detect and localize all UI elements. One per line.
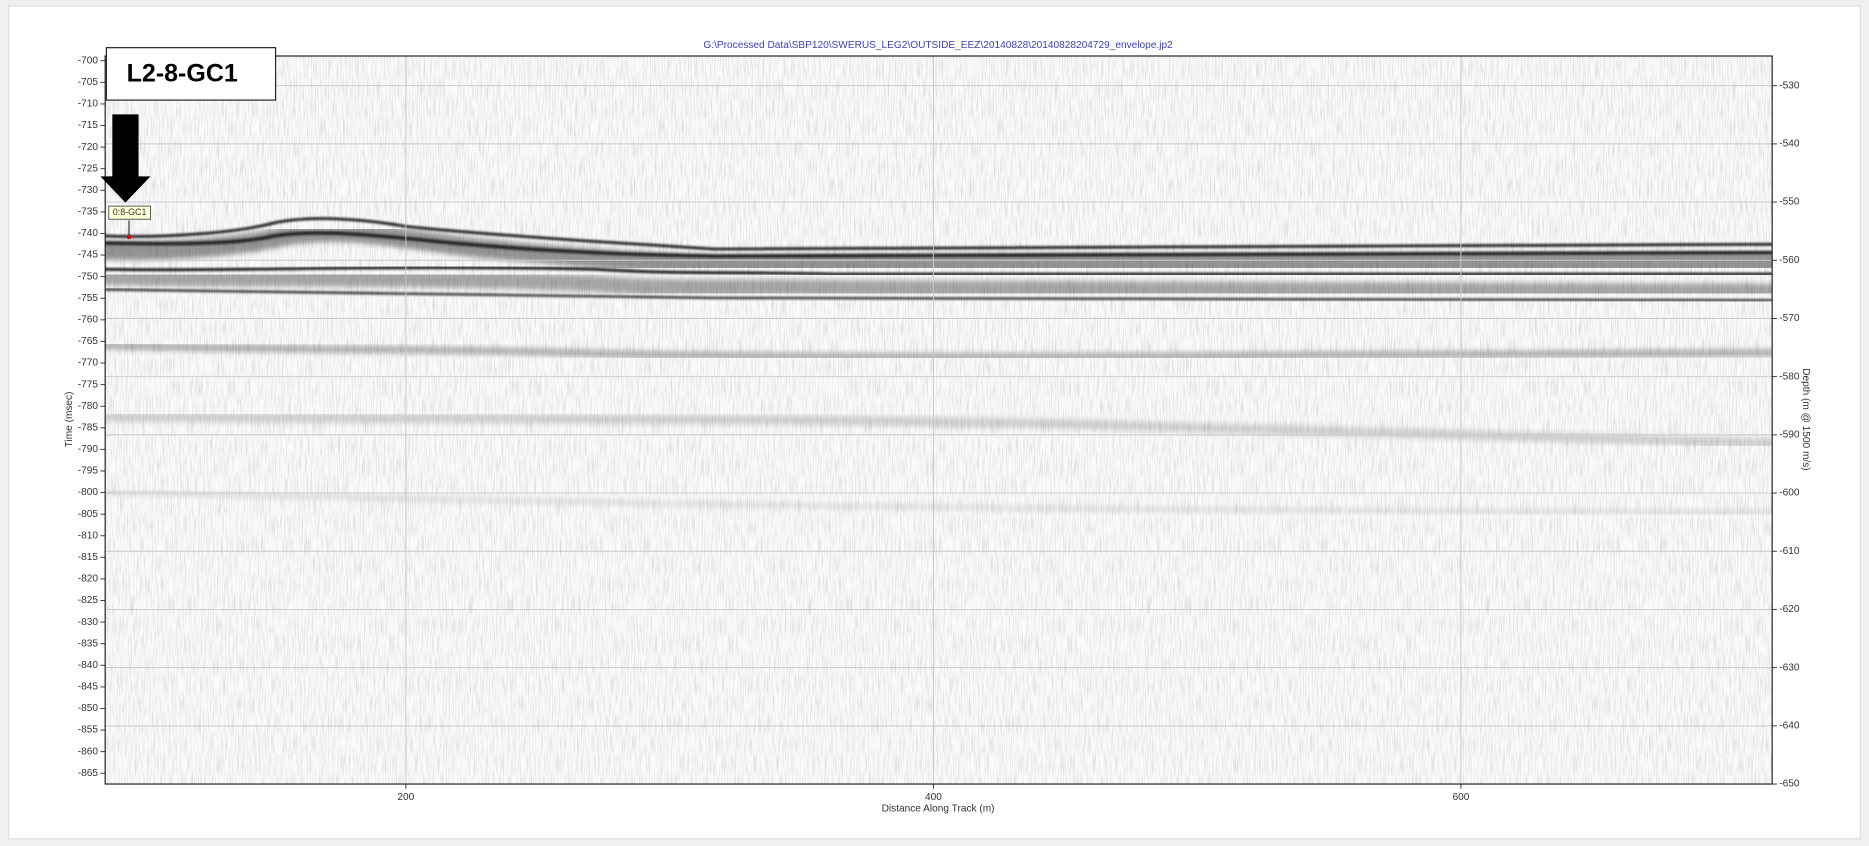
chart-title: G:\Processed Data\SBP120\SWERUS_LEG2\OUT…	[703, 40, 1173, 51]
y-tick-label: -805	[78, 509, 99, 520]
y-tick-label: -720	[78, 142, 99, 153]
y-tick-label: -820	[78, 574, 99, 585]
y-tick-label: -855	[78, 725, 99, 736]
y2-tick-label: -620	[1779, 604, 1800, 615]
axes: -700 -705 -710 -715 -720 -725 -730 -735 -740 -745…	[78, 55, 1800, 802]
y-tick-label: -700	[78, 55, 99, 66]
annotation: L2-8-GC1	[127, 60, 238, 88]
y-tick-label: -730	[78, 185, 99, 196]
y2-axis-label: Depth (m @ 1500 m/s)	[1800, 368, 1811, 470]
y2-tick-label: -600	[1779, 488, 1800, 499]
y2-tick-label: -540	[1779, 139, 1800, 150]
y-tick-label: -810	[78, 530, 99, 541]
y2-tick-label: -550	[1779, 197, 1800, 208]
y-tick-label: -750	[78, 271, 99, 282]
y2-tick-label: -640	[1779, 721, 1800, 732]
y-tick-label: -755	[78, 293, 99, 304]
y-tick-label: -790	[78, 444, 99, 455]
x-tick-label: 200	[397, 792, 414, 803]
arrow	[100, 114, 151, 203]
y2-tick-label: -650	[1779, 779, 1800, 790]
x-tick-label: 600	[1452, 792, 1469, 803]
y2-tick-label: -590	[1779, 430, 1800, 441]
core-label: 0:8-GC1	[113, 207, 147, 217]
x-axis-label: Distance Along Track (m)	[882, 804, 995, 815]
y-tick-label: -830	[78, 617, 99, 628]
y2-tick-label: -580	[1779, 371, 1800, 382]
y-tick-label: -765	[78, 336, 99, 347]
plot-area	[105, 56, 1773, 785]
y-tick-label: -725	[78, 163, 99, 174]
core-label-box	[108, 205, 151, 220]
y-tick-label: -865	[78, 768, 99, 779]
annotation-box	[105, 47, 277, 101]
y-tick-label: -770	[78, 358, 99, 369]
y2-tick-label: -610	[1779, 546, 1800, 557]
y-tick-label: -705	[78, 77, 99, 88]
y-tick-label: -710	[78, 99, 99, 110]
y-tick-label: -795	[78, 466, 99, 477]
y-tick-label: -815	[78, 552, 99, 563]
y-tick-label: -860	[78, 746, 99, 757]
y-tick-label: -780	[78, 401, 99, 412]
y-tick-label: -825	[78, 595, 99, 606]
y-tick-label: -745	[78, 250, 99, 261]
y-axis-label: Time (msec)	[64, 392, 75, 448]
y-tick-label: -835	[78, 638, 99, 649]
y2-tick-label: -530	[1779, 80, 1800, 91]
y-tick-label: -760	[78, 315, 99, 326]
y-tick-label: -740	[78, 228, 99, 239]
y-tick-label: -840	[78, 660, 99, 671]
core-marker	[126, 234, 132, 240]
y2-tick-label: -560	[1779, 255, 1800, 266]
y-tick-label: -735	[78, 207, 99, 218]
y2-tick-label: -630	[1779, 662, 1800, 673]
y-tick-label: -715	[78, 120, 99, 131]
plot-frame	[104, 55, 1773, 785]
y-tick-label: -850	[78, 703, 99, 714]
y-tick-label: -845	[78, 682, 99, 693]
y-tick-label: -775	[78, 379, 99, 390]
x-tick-label: 400	[925, 792, 942, 803]
y-tick-label: -800	[78, 487, 99, 498]
y-tick-label: -785	[78, 422, 99, 433]
y2-tick-label: -570	[1779, 313, 1800, 324]
